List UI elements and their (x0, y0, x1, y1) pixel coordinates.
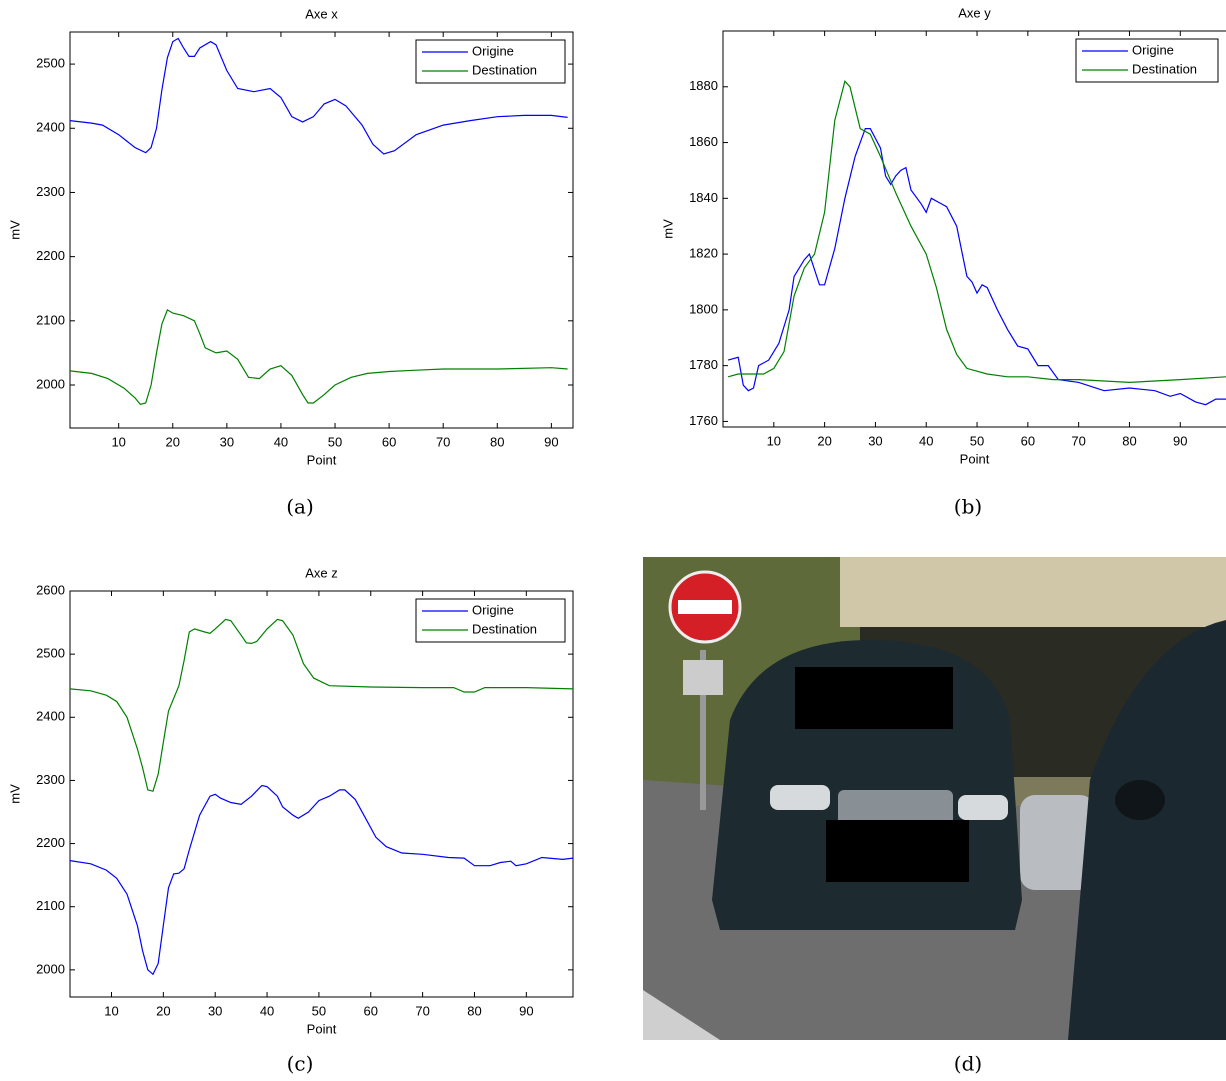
x-tick-label: 60 (364, 1003, 378, 1018)
y-tick-label: 1760 (689, 413, 718, 428)
line-series (727, 79, 1226, 384)
x-tick-label: 10 (104, 1003, 118, 1018)
y-tick-label: 1860 (689, 134, 718, 149)
x-tick-label: 40 (274, 434, 288, 449)
y-tick-label: 1820 (689, 246, 718, 261)
x-tick-label: 50 (970, 433, 984, 448)
x-axis-label: Point (960, 451, 990, 466)
line-series (69, 618, 574, 792)
legend-label: Destination (472, 62, 537, 77)
y-tick-label: 1840 (689, 190, 718, 205)
x-tick-label: 40 (260, 1003, 274, 1018)
y-tick-label: 1780 (689, 357, 718, 372)
x-tick-label: 90 (519, 1003, 533, 1018)
x-tick-label: 90 (1173, 433, 1187, 448)
line-series (69, 37, 568, 155)
y-tick-label: 2500 (36, 56, 65, 71)
x-tick-label: 10 (111, 434, 125, 449)
x-tick-label: 10 (767, 433, 781, 448)
legend-label: Origine (1132, 42, 1174, 57)
x-axis-label: Point (307, 452, 337, 467)
legend-label: Destination (1132, 61, 1197, 76)
y-tick-label: 2400 (36, 709, 65, 724)
caption: (d) (954, 1052, 982, 1076)
line-series (69, 309, 568, 405)
y-tick-label: 2500 (36, 646, 65, 661)
x-tick-label: 60 (382, 434, 396, 449)
line-series (727, 128, 1226, 406)
y-tick-label: 2200 (36, 835, 65, 850)
plot-area (69, 590, 574, 998)
chart-title: Axe y (958, 5, 991, 20)
legend-label: Destination (472, 621, 537, 636)
x-tick-label: 20 (156, 1003, 170, 1018)
y-tick-label: 2000 (36, 376, 65, 391)
plot-area (69, 31, 574, 429)
x-tick-label: 50 (328, 434, 342, 449)
photo (643, 557, 1226, 1040)
chart-title: Axe z (305, 565, 338, 580)
y-tick-label: 2600 (36, 582, 65, 597)
x-tick-label: 40 (919, 433, 933, 448)
x-tick-label: 30 (868, 433, 882, 448)
x-tick-label: 70 (1071, 433, 1085, 448)
y-axis-label: mV (7, 784, 22, 804)
x-tick-label: 50 (312, 1003, 326, 1018)
plot-area (722, 30, 1226, 428)
x-tick-label: 80 (490, 434, 504, 449)
x-tick-label: 90 (544, 434, 558, 449)
y-axis-label: mV (660, 219, 675, 239)
chart-title: Axe x (305, 6, 338, 21)
x-tick-label: 70 (436, 434, 450, 449)
y-tick-label: 2200 (36, 248, 65, 263)
legend (415, 598, 566, 643)
caption: (c) (287, 1052, 314, 1076)
legend (1075, 38, 1219, 83)
x-tick-label: 70 (415, 1003, 429, 1018)
x-tick-label: 30 (208, 1003, 222, 1018)
x-axis-label: Point (307, 1021, 337, 1036)
caption: (b) (954, 495, 982, 519)
x-tick-label: 20 (817, 433, 831, 448)
y-tick-label: 2300 (36, 772, 65, 787)
x-tick-label: 20 (166, 434, 180, 449)
caption: (a) (286, 495, 314, 519)
y-tick-label: 2300 (36, 184, 65, 199)
y-axis-label: mV (7, 220, 22, 240)
y-tick-label: 2400 (36, 120, 65, 135)
y-tick-label: 1800 (689, 301, 718, 316)
y-tick-label: 2100 (36, 312, 65, 327)
x-tick-label: 60 (1021, 433, 1035, 448)
legend (415, 39, 566, 84)
y-tick-label: 2100 (36, 898, 65, 913)
y-tick-label: 2000 (36, 961, 65, 976)
line-series (69, 784, 574, 976)
x-tick-label: 80 (467, 1003, 481, 1018)
y-tick-label: 1880 (689, 78, 718, 93)
x-tick-label: 80 (1122, 433, 1136, 448)
legend-label: Origine (472, 602, 514, 617)
legend-label: Origine (472, 43, 514, 58)
x-tick-label: 30 (220, 434, 234, 449)
